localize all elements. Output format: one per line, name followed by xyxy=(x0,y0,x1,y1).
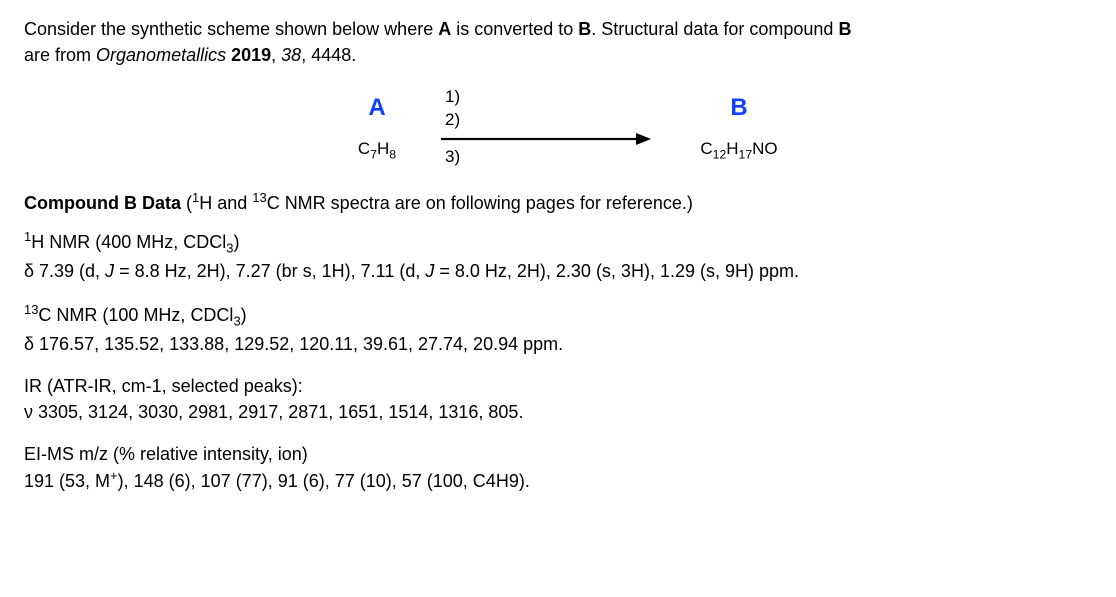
intro-B: B xyxy=(578,19,591,39)
intro-A: A xyxy=(438,19,451,39)
intro-paragraph: Consider the synthetic scheme shown belo… xyxy=(24,16,1092,68)
intro-text: . Structural data for compound xyxy=(591,19,838,39)
step-3: 3) xyxy=(445,146,460,169)
h-nmr-title: 1H NMR (400 MHz, CDCl3) xyxy=(24,228,1092,258)
h-nmr-block: 1H NMR (400 MHz, CDCl3) δ 7.39 (d, J = 8… xyxy=(24,228,1092,284)
reaction-scheme: A C7H8 1) 2) 3) B C12H17NO xyxy=(24,86,1092,169)
compound-A-block: A C7H8 xyxy=(317,91,437,165)
arrow-steps-below: 3) xyxy=(445,146,460,169)
compound-A-formula: C7H8 xyxy=(358,137,396,164)
ms-block: EI-MS m/z (% relative intensity, ion) 19… xyxy=(24,441,1092,494)
journal-year: 2019 xyxy=(231,45,271,65)
arrow-icon xyxy=(441,132,651,146)
compound-B-formula: C12H17NO xyxy=(700,137,777,164)
section-head-rest: (1H and 13C NMR spectra are on following… xyxy=(181,193,693,213)
compound-B-letter: B xyxy=(730,91,747,126)
ir-title: IR (ATR-IR, cm-1, selected peaks): xyxy=(24,373,1092,399)
arrow-steps-above: 1) 2) xyxy=(445,86,460,132)
step-2: 2) xyxy=(445,109,460,132)
intro-text: is converted to xyxy=(451,19,578,39)
ms-title: EI-MS m/z (% relative intensity, ion) xyxy=(24,441,1092,467)
h-nmr-body: δ 7.39 (d, J = 8.8 Hz, 2H), 7.27 (br s, … xyxy=(24,258,1092,284)
compound-A-letter: A xyxy=(368,91,385,126)
c-nmr-block: 13C NMR (100 MHz, CDCl3) δ 176.57, 135.5… xyxy=(24,301,1092,357)
journal-name: Organometallics xyxy=(96,45,231,65)
c-nmr-body: δ 176.57, 135.52, 133.88, 129.52, 120.11… xyxy=(24,331,1092,357)
intro-text: are from xyxy=(24,45,96,65)
journal-rest: , 38, 4448. xyxy=(271,45,356,65)
ir-body: ν 3305, 3124, 3030, 2981, 2917, 2871, 16… xyxy=(24,399,1092,425)
c-nmr-title: 13C NMR (100 MHz, CDCl3) xyxy=(24,301,1092,331)
step-1: 1) xyxy=(445,86,460,109)
ms-body: 191 (53, M+), 148 (6), 107 (77), 91 (6),… xyxy=(24,467,1092,494)
compound-B-block: B C12H17NO xyxy=(679,91,799,165)
ir-block: IR (ATR-IR, cm-1, selected peaks): ν 330… xyxy=(24,373,1092,425)
intro-text: Consider the synthetic scheme shown belo… xyxy=(24,19,438,39)
reaction-arrow-block: 1) 2) 3) xyxy=(441,86,651,169)
intro-B2: B xyxy=(838,19,851,39)
section-head-bold: Compound B Data xyxy=(24,193,181,213)
compound-B-data-heading: Compound B Data (1H and 13C NMR spectra … xyxy=(24,189,1092,216)
